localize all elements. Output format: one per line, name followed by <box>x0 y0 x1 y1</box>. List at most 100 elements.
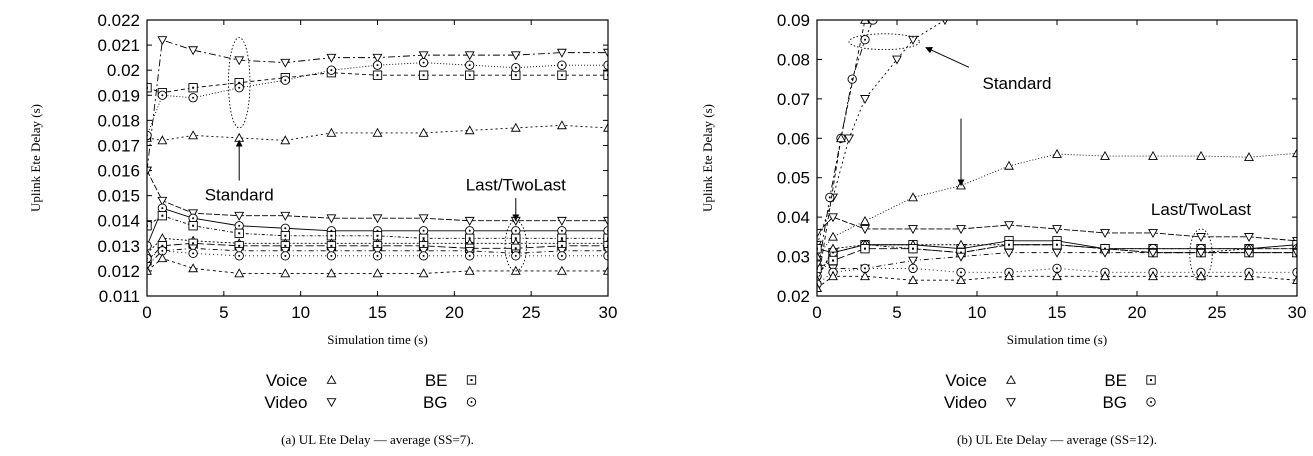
y-tick-label: 0.03 <box>777 248 810 267</box>
marker-circle-dot <box>560 254 563 257</box>
marker-triangle-down <box>828 213 838 223</box>
marker-circle-dot <box>284 227 287 230</box>
marker-circle <box>465 251 475 261</box>
marker-circle <box>418 251 429 261</box>
y-tick-label: 0.06 <box>777 129 810 148</box>
marker-triangle-up <box>510 122 521 132</box>
marker-triangle-down <box>326 53 337 63</box>
marker-square-dot <box>376 74 379 77</box>
marker-square-dot <box>514 247 517 250</box>
series-line <box>817 152 1297 257</box>
x-tick-label: 25 <box>1208 303 1227 322</box>
marker-square-dot <box>161 214 164 217</box>
marker-circle <box>418 58 429 68</box>
marker-triangle-up <box>908 275 918 285</box>
series-line <box>817 252 1297 269</box>
marker-triangle-down <box>1052 225 1062 235</box>
marker-square-dot <box>238 81 241 84</box>
marker-triangle-up <box>1004 271 1014 281</box>
marker-triangle-down <box>280 211 291 221</box>
annotation-ellipse <box>1189 228 1213 281</box>
y-tick-label: 0.05 <box>777 169 810 188</box>
marker-square-dot <box>1056 243 1058 246</box>
marker-triangle-up <box>326 374 337 384</box>
y-tick-label: 0.012 <box>97 262 140 281</box>
y-tick-label: 0.04 <box>777 208 810 227</box>
marker-square-dot <box>192 86 195 89</box>
marker-triangle-up <box>188 263 199 273</box>
marker-circle-dot <box>864 267 866 270</box>
marker-triangle-up <box>956 275 966 285</box>
annotation-ellipse <box>227 37 251 129</box>
marker-square-dot <box>238 232 241 235</box>
y-tick-label: 0.016 <box>97 162 140 181</box>
marker-square-dot <box>832 259 834 262</box>
marker-square <box>828 255 838 266</box>
marker-circle-dot <box>468 254 471 257</box>
marker-circle-dot <box>161 94 164 97</box>
chart-panel-b: 0 5 10 15 20 25 30 0.02 0.03 0.04 0.05 0.06 0.07 0.08… <box>700 11 1306 447</box>
marker-circle-dot <box>376 254 379 257</box>
x-tick-label: 20 <box>1128 303 1147 322</box>
series-line <box>147 72 608 94</box>
x-tick-label: 25 <box>522 303 541 322</box>
marker-circle-dot <box>468 229 471 232</box>
marker-circle <box>847 74 857 84</box>
marker-triangle-up <box>603 265 608 275</box>
marker-square-dot <box>514 74 517 77</box>
marker-triangle-down <box>556 48 567 58</box>
marker-triangle-down <box>372 53 383 63</box>
marker-square-dot <box>422 74 425 77</box>
marker-triangle-up <box>1100 150 1110 160</box>
marker-triangle-up <box>828 271 838 281</box>
marker-circle-dot <box>330 254 333 257</box>
legend-label: BG <box>1102 393 1127 412</box>
marker-triangle-down <box>1006 398 1016 408</box>
marker-circle-dot <box>238 86 241 89</box>
annotation-ellipse <box>848 33 920 51</box>
y-axis-title: Uplink Ete Delay (s) <box>700 104 715 212</box>
series-line <box>147 170 608 222</box>
marker-circle <box>557 60 567 70</box>
marker-triangle-down <box>418 51 429 61</box>
marker-square <box>418 70 429 80</box>
marker-circle-dot <box>828 196 831 199</box>
marker-circle <box>234 251 244 261</box>
marker-triangle-down <box>817 229 822 239</box>
marker-triangle-up <box>860 215 870 225</box>
marker-triangle-up <box>1196 271 1206 281</box>
marker-circle <box>465 226 475 236</box>
marker-triangle-down <box>956 252 966 262</box>
x-tick-label: 0 <box>812 303 821 322</box>
marker-square <box>466 375 477 385</box>
x-axis-title: Simulation time (s) <box>327 332 427 347</box>
marker-square-dot <box>330 234 333 237</box>
marker-square <box>234 228 244 238</box>
marker-triangle-down <box>326 214 337 224</box>
marker-circle-dot <box>284 254 287 257</box>
marker-triangle-down <box>510 51 521 61</box>
marker-circle-dot <box>960 271 962 274</box>
marker-triangle-down <box>326 398 337 408</box>
marker-circle-dot <box>912 267 914 270</box>
marker-triangle-up <box>1244 152 1254 162</box>
marker-circle-dot <box>192 217 195 220</box>
marker-triangle-down <box>1244 248 1254 258</box>
legend-label: Voice <box>266 371 308 390</box>
marker-triangle-up <box>1006 374 1016 384</box>
marker-square-dot <box>284 244 287 247</box>
marker-circle-dot <box>161 207 164 210</box>
marker-circle-dot <box>470 401 473 403</box>
legend-label: Video <box>944 393 987 412</box>
marker-circle <box>557 251 567 261</box>
marker-circle-dot <box>422 61 425 64</box>
marker-triangle-down <box>844 134 854 144</box>
marker-circle <box>860 35 870 45</box>
marker-circle-dot <box>514 229 517 232</box>
y-tick-label: 0.02 <box>107 61 140 80</box>
marker-square-dot <box>161 244 164 247</box>
marker-square-dot <box>192 224 195 227</box>
marker-triangle-down <box>817 260 822 270</box>
marker-circle-dot <box>864 38 866 41</box>
marker-circle-dot <box>376 64 379 67</box>
